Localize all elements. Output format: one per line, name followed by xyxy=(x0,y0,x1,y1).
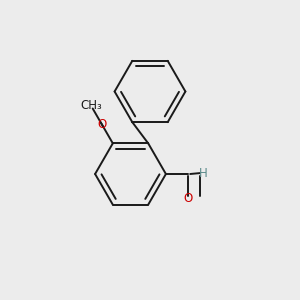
Text: O: O xyxy=(98,118,106,131)
Text: H: H xyxy=(198,167,207,180)
Text: O: O xyxy=(184,192,193,205)
Text: CH₃: CH₃ xyxy=(80,99,102,112)
